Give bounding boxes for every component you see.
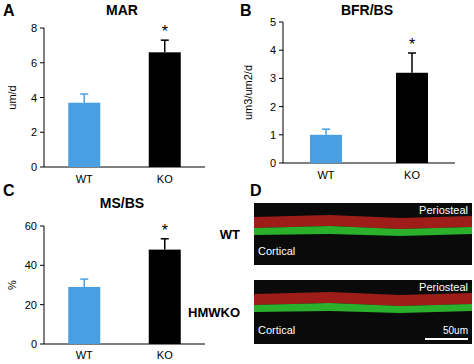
y-tick xyxy=(279,22,283,23)
row-label: HMWKO xyxy=(188,305,240,320)
error-cap xyxy=(322,128,330,130)
y-tick-label: 1 xyxy=(270,129,276,141)
y-tick xyxy=(279,163,283,164)
y-tick-label: 60 xyxy=(25,220,37,232)
chart-title: MS/BS xyxy=(100,195,144,211)
y-axis-label: um3/um2/d xyxy=(242,65,254,120)
y-tick xyxy=(40,304,44,305)
significance: * xyxy=(409,36,415,53)
green-label xyxy=(254,303,472,313)
y-tick xyxy=(279,106,283,107)
region-label: Cortical xyxy=(258,324,295,336)
y-tick-label: 5 xyxy=(270,16,276,28)
y-axis-label: um/d xyxy=(6,85,18,109)
red-label xyxy=(254,292,472,306)
y-tick xyxy=(40,97,44,98)
x-tick-label: WT xyxy=(76,349,93,361)
error-cap xyxy=(80,93,88,95)
bar xyxy=(149,52,181,167)
x-tick-label: WT xyxy=(76,173,93,185)
figure: A MAR um/d 0 2 4 6 8 WT KO * B BFR/BS um3/um2/d 0 1 2 3 4 5… xyxy=(0,0,474,364)
y-tick-label: 20 xyxy=(25,299,37,311)
error-bar xyxy=(161,40,169,52)
error-bar xyxy=(408,53,416,73)
panel-label: D xyxy=(250,182,262,199)
y-tick xyxy=(40,344,44,345)
x-tick-label: KO xyxy=(157,349,173,361)
error-stem xyxy=(164,239,166,250)
y-tick xyxy=(40,28,44,29)
y-tick-label: 4 xyxy=(31,92,37,104)
scale-bar xyxy=(425,338,468,340)
micrograph xyxy=(254,280,472,344)
error-bar xyxy=(161,239,169,250)
x-tick-label: KO xyxy=(404,169,420,181)
y-tick-label: 40 xyxy=(25,259,37,271)
error-stem xyxy=(164,40,166,52)
chart-title: BFR/BS xyxy=(341,2,393,18)
y-tick xyxy=(279,50,283,51)
y-tick xyxy=(40,265,44,266)
bar xyxy=(68,287,100,344)
region-label: Cortical xyxy=(258,245,295,257)
region-label: Periosteal xyxy=(419,204,468,216)
y-tick-label: 8 xyxy=(31,22,37,34)
x-tick-label: WT xyxy=(317,169,334,181)
panel-label: A xyxy=(3,2,15,19)
y-axis xyxy=(44,226,45,344)
significance: * xyxy=(162,23,168,40)
plot-area xyxy=(68,40,181,167)
error-stem xyxy=(84,279,86,287)
x-axis xyxy=(44,344,205,345)
y-tick-label: 0 xyxy=(270,157,276,169)
scale-bar-label: 50um xyxy=(443,325,468,336)
y-tick xyxy=(279,134,283,135)
y-tick-label: 2 xyxy=(31,126,37,138)
significance: * xyxy=(162,222,168,239)
y-tick-label: 0 xyxy=(31,338,37,350)
bar xyxy=(396,73,428,163)
error-stem xyxy=(84,94,86,103)
y-tick xyxy=(40,132,44,133)
chart-title: MAR xyxy=(106,2,138,18)
y-tick xyxy=(40,62,44,63)
y-tick xyxy=(40,167,44,168)
plot-area xyxy=(310,53,428,163)
error-bar xyxy=(322,129,330,135)
x-axis xyxy=(283,163,455,164)
error-bar xyxy=(80,279,88,287)
bar xyxy=(68,103,100,167)
x-tick-label: KO xyxy=(157,173,173,185)
error-cap xyxy=(80,278,88,280)
y-tick-label: 3 xyxy=(270,72,276,84)
y-tick-label: 2 xyxy=(270,101,276,113)
bar xyxy=(310,135,342,163)
region-label: Periosteal xyxy=(419,281,468,293)
row-label: WT xyxy=(220,227,240,242)
plot-area xyxy=(68,239,181,344)
x-axis xyxy=(44,167,205,168)
error-stem xyxy=(411,53,413,73)
panel-label: C xyxy=(3,182,15,199)
y-tick xyxy=(40,226,44,227)
y-tick xyxy=(279,78,283,79)
error-bar xyxy=(80,94,88,103)
panel-label: B xyxy=(240,2,252,19)
y-axis xyxy=(283,22,284,163)
bar xyxy=(149,250,181,344)
green-label xyxy=(254,226,472,236)
y-tick-label: 4 xyxy=(270,44,276,56)
red-label xyxy=(254,215,472,229)
y-tick-label: 6 xyxy=(31,57,37,69)
error-stem xyxy=(325,129,327,135)
micrograph xyxy=(254,203,472,265)
y-tick-label: 0 xyxy=(31,161,37,173)
y-axis-label: % xyxy=(6,280,18,290)
